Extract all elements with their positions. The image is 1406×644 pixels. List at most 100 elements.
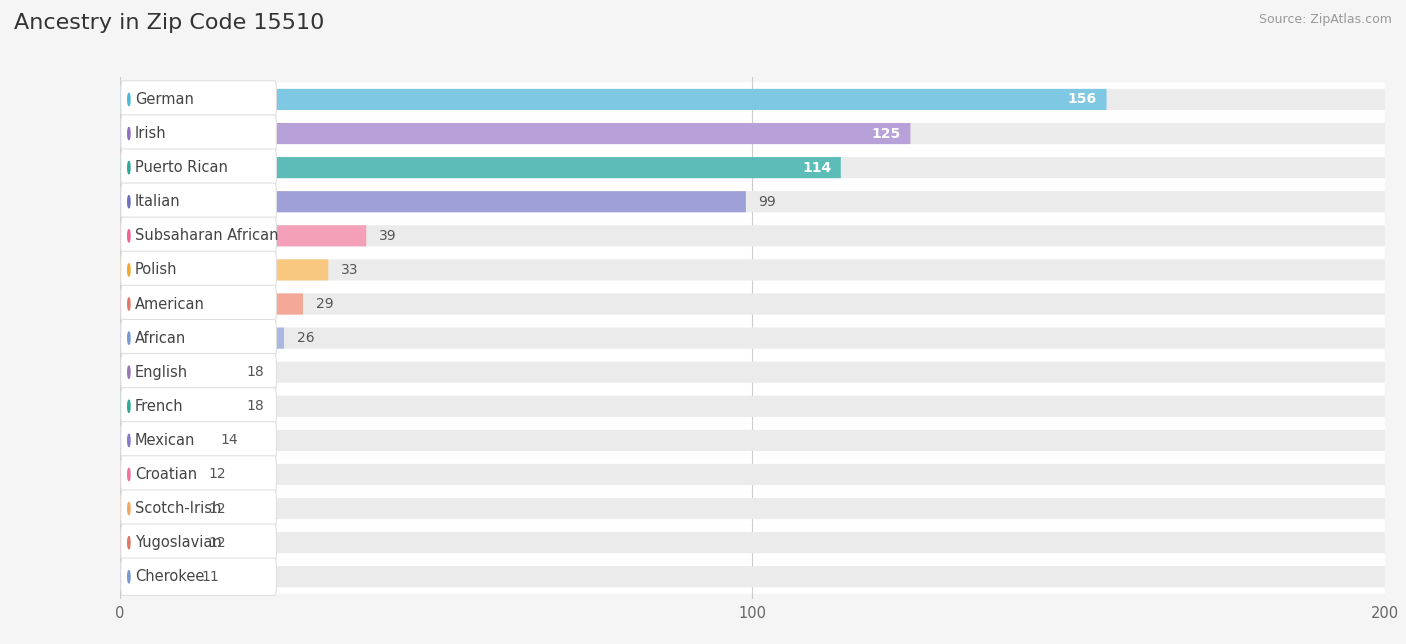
FancyBboxPatch shape (120, 430, 1385, 451)
Text: African: African (135, 330, 187, 346)
FancyBboxPatch shape (120, 355, 1385, 389)
Text: Puerto Rican: Puerto Rican (135, 160, 228, 175)
FancyBboxPatch shape (120, 287, 1385, 321)
Text: German: German (135, 92, 194, 107)
Circle shape (128, 93, 129, 106)
Circle shape (128, 264, 129, 276)
Text: Cherokee: Cherokee (135, 569, 204, 584)
FancyBboxPatch shape (121, 183, 277, 220)
FancyBboxPatch shape (120, 191, 747, 213)
FancyBboxPatch shape (120, 260, 1385, 281)
Text: Scotch-Irish: Scotch-Irish (135, 501, 221, 516)
FancyBboxPatch shape (120, 498, 195, 519)
FancyBboxPatch shape (120, 526, 1385, 560)
FancyBboxPatch shape (120, 328, 1385, 348)
Circle shape (128, 400, 129, 412)
FancyBboxPatch shape (121, 354, 277, 391)
FancyBboxPatch shape (120, 89, 1107, 110)
FancyBboxPatch shape (121, 490, 277, 527)
FancyBboxPatch shape (121, 456, 277, 493)
Text: Irish: Irish (135, 126, 167, 141)
FancyBboxPatch shape (120, 225, 1385, 247)
FancyBboxPatch shape (121, 524, 277, 562)
Text: 29: 29 (316, 297, 333, 311)
FancyBboxPatch shape (120, 157, 1385, 178)
FancyBboxPatch shape (121, 217, 277, 254)
FancyBboxPatch shape (120, 328, 284, 348)
FancyBboxPatch shape (121, 251, 277, 289)
Circle shape (128, 332, 129, 344)
FancyBboxPatch shape (120, 151, 1385, 185)
Circle shape (128, 162, 129, 174)
FancyBboxPatch shape (120, 464, 195, 485)
FancyBboxPatch shape (120, 89, 1385, 110)
FancyBboxPatch shape (120, 219, 1385, 253)
FancyBboxPatch shape (120, 253, 1385, 287)
Circle shape (128, 196, 129, 208)
Circle shape (128, 468, 129, 480)
FancyBboxPatch shape (120, 498, 1385, 519)
FancyBboxPatch shape (120, 395, 1385, 417)
FancyBboxPatch shape (120, 457, 1385, 491)
FancyBboxPatch shape (121, 285, 277, 323)
FancyBboxPatch shape (120, 123, 911, 144)
Circle shape (128, 571, 129, 583)
Text: 12: 12 (208, 468, 226, 482)
FancyBboxPatch shape (121, 388, 277, 425)
Text: 14: 14 (221, 433, 239, 448)
Text: American: American (135, 296, 205, 312)
FancyBboxPatch shape (120, 117, 1385, 151)
FancyBboxPatch shape (120, 185, 1385, 219)
FancyBboxPatch shape (120, 560, 1385, 594)
Circle shape (128, 502, 129, 515)
Text: 18: 18 (246, 399, 264, 413)
Text: 26: 26 (297, 331, 315, 345)
FancyBboxPatch shape (120, 389, 1385, 423)
Circle shape (128, 536, 129, 549)
FancyBboxPatch shape (120, 191, 1385, 213)
Text: 99: 99 (759, 194, 776, 209)
Text: 18: 18 (246, 365, 264, 379)
Text: Mexican: Mexican (135, 433, 195, 448)
Text: Italian: Italian (135, 194, 181, 209)
FancyBboxPatch shape (120, 321, 1385, 355)
Text: 11: 11 (202, 570, 219, 583)
FancyBboxPatch shape (121, 558, 277, 596)
FancyBboxPatch shape (120, 532, 195, 553)
FancyBboxPatch shape (121, 80, 277, 118)
Text: Subsaharan African: Subsaharan African (135, 229, 278, 243)
FancyBboxPatch shape (120, 260, 329, 281)
FancyBboxPatch shape (121, 115, 277, 152)
FancyBboxPatch shape (121, 149, 277, 186)
Circle shape (128, 128, 129, 140)
Text: French: French (135, 399, 184, 414)
Text: 39: 39 (380, 229, 396, 243)
FancyBboxPatch shape (120, 430, 208, 451)
FancyBboxPatch shape (120, 532, 1385, 553)
Text: 33: 33 (342, 263, 359, 277)
FancyBboxPatch shape (120, 566, 190, 587)
FancyBboxPatch shape (120, 157, 841, 178)
Text: 125: 125 (872, 126, 901, 140)
Text: English: English (135, 365, 188, 380)
Circle shape (128, 230, 129, 242)
FancyBboxPatch shape (120, 362, 1385, 383)
Text: Polish: Polish (135, 262, 177, 278)
Circle shape (128, 366, 129, 378)
FancyBboxPatch shape (120, 362, 233, 383)
Text: Yugoslavian: Yugoslavian (135, 535, 222, 550)
Text: Source: ZipAtlas.com: Source: ZipAtlas.com (1258, 13, 1392, 26)
Circle shape (128, 434, 129, 446)
FancyBboxPatch shape (120, 294, 304, 314)
FancyBboxPatch shape (120, 82, 1385, 117)
Text: 12: 12 (208, 502, 226, 516)
FancyBboxPatch shape (120, 225, 366, 247)
FancyBboxPatch shape (120, 123, 1385, 144)
Text: 114: 114 (801, 160, 831, 175)
FancyBboxPatch shape (120, 491, 1385, 526)
Text: 156: 156 (1069, 93, 1097, 106)
Text: Ancestry in Zip Code 15510: Ancestry in Zip Code 15510 (14, 13, 325, 33)
Text: Croatian: Croatian (135, 467, 197, 482)
FancyBboxPatch shape (120, 395, 233, 417)
FancyBboxPatch shape (120, 566, 1385, 587)
